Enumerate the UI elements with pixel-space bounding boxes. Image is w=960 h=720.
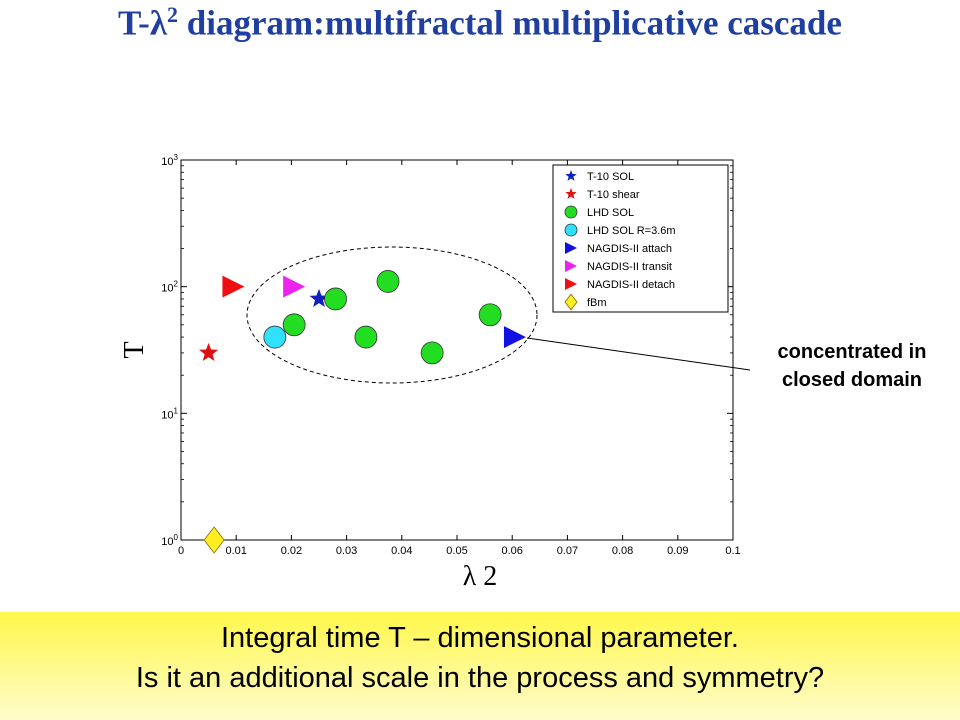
- annotation-line-1: concentrated in: [777, 341, 927, 363]
- legend-marker: [565, 170, 577, 181]
- data-point: [222, 275, 245, 298]
- data-point: [203, 526, 225, 554]
- annotation-line-2: closed domain: [781, 369, 923, 391]
- data-point: [263, 325, 287, 349]
- legend-marker: [565, 278, 577, 290]
- title-exponent: 2: [167, 2, 179, 27]
- scatter-chart: 0 0.01 0.02 0.03 0.04 0.05 0.06 0.07 0.08 0.09 0.1…: [119, 153, 751, 592]
- legend-marker: [564, 293, 578, 311]
- x-tick-label: 0.08: [612, 545, 633, 557]
- y-tick-label: 103: [161, 153, 178, 168]
- x-tick-label: 0.03: [336, 545, 357, 557]
- x-axis-label: λ 2: [463, 561, 498, 592]
- legend-box: [552, 164, 729, 313]
- slide-title: T-λ2 diagram:multifractal multiplicative…: [0, 2, 960, 44]
- x-tick-label: 0.07: [557, 545, 578, 557]
- footer-banner: Integral time T – dimensional parameter.…: [0, 612, 960, 720]
- annotation-label: concentrated in closed domain: [742, 338, 960, 394]
- closed-domain-ellipse: [246, 246, 538, 384]
- legend-label: T-10 shear: [587, 189, 640, 201]
- data-point: [199, 342, 219, 361]
- y-tick-label: 100: [161, 533, 178, 548]
- title-prefix: T-: [118, 3, 150, 43]
- title-lambda-symbol: λ: [149, 3, 168, 43]
- data-point: [283, 275, 306, 298]
- data-point: [478, 303, 502, 327]
- legend-marker: [564, 223, 578, 237]
- data-point: [376, 270, 400, 293]
- y-tick-label: 101: [161, 406, 178, 421]
- legend-label: NAGDIS-II transit: [587, 261, 672, 273]
- x-tick-label: 0.09: [667, 545, 688, 557]
- data-point: [282, 313, 306, 337]
- y-tick-label: 102: [161, 280, 178, 295]
- legend-marker: [565, 260, 577, 272]
- data-point: [354, 325, 378, 349]
- data-point: [420, 341, 444, 365]
- y-axis-label: T: [119, 341, 150, 358]
- data-point: [309, 288, 329, 307]
- data-point: [503, 326, 526, 349]
- legend-marker: [565, 188, 577, 199]
- legend-label: NAGDIS-II detach: [587, 279, 675, 291]
- title-suffix: diagram:multifractal multiplicative casc…: [178, 3, 842, 43]
- legend-label: NAGDIS-II attach: [587, 243, 672, 255]
- footer-line-2: Is it an additional scale in the process…: [135, 662, 825, 694]
- legend-marker: [565, 242, 577, 254]
- legend-marker: [564, 205, 578, 219]
- legend-label: LHD SOL: [587, 207, 634, 219]
- x-tick-label: 0.06: [501, 545, 522, 557]
- legend-label: T-10 SOL: [587, 171, 634, 183]
- legend-label: LHD SOL R=3.6m: [587, 225, 676, 237]
- legend-label: fBm: [587, 297, 607, 309]
- x-tick-label: 0.05: [446, 545, 467, 557]
- x-tick-label: 0.04: [391, 545, 412, 557]
- x-tick-label: 0.01: [225, 545, 246, 557]
- x-tick-label: 0: [178, 545, 184, 557]
- footer-line-1: Integral time T – dimensional parameter.: [221, 622, 739, 654]
- data-point: [324, 287, 347, 311]
- x-tick-label: 0.02: [281, 545, 302, 557]
- annotation-pointer-line: [526, 337, 751, 371]
- x-tick-label: 0.1: [725, 545, 740, 557]
